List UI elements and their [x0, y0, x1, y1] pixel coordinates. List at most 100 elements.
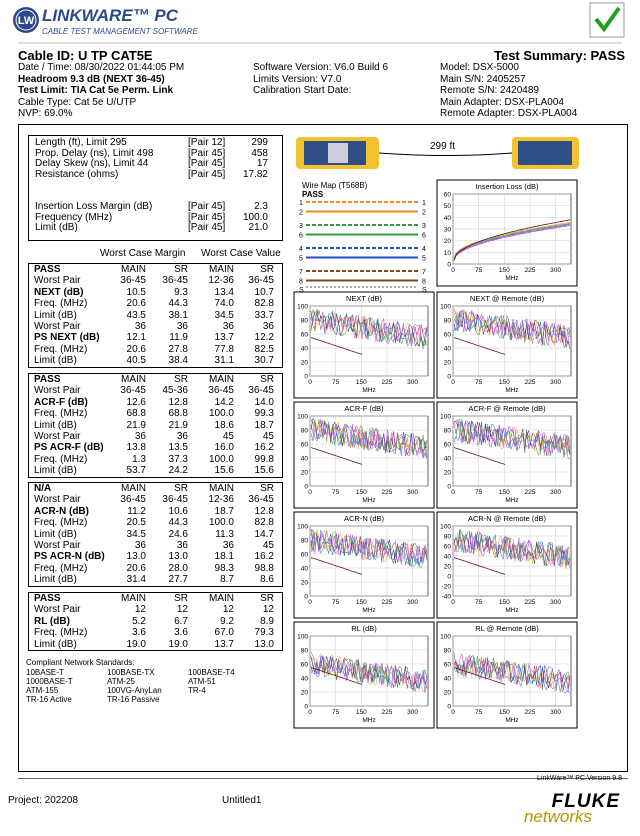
table-label: Freq. (MHz) [34, 517, 88, 529]
standard: 1000BASE-T [26, 677, 73, 686]
info-line: Cable Type: Cat 5e U/UTP [18, 96, 137, 108]
x-tick-label: 75 [475, 267, 483, 274]
summary-box [28, 135, 283, 241]
table-label: Worst Pair [34, 604, 81, 616]
table-label: Limit (dB) [34, 638, 77, 650]
table-label: PS ACR-N (dB) [34, 551, 105, 563]
y-tick-label: 40 [444, 346, 452, 353]
summary-value: 100.0 [242, 211, 268, 223]
y-tick-label: 40 [444, 554, 452, 561]
table-value: 13.0 [254, 638, 274, 650]
pin-right: 6 [422, 233, 426, 240]
x-tick-label: 150 [499, 709, 510, 716]
y-tick-label: 0 [304, 374, 308, 381]
standard: 100VG-AnyLan [107, 686, 162, 695]
cable-length: 299 ft [430, 141, 456, 152]
table-value: 31.1 [214, 355, 234, 367]
x-tick-label: 150 [356, 709, 367, 716]
y-tick-label: 60 [301, 332, 309, 339]
summary-value: 2.3 [254, 201, 268, 212]
x-tick-label: 225 [525, 709, 536, 716]
info-line: Remote Adapter: DSX-PLA004 [440, 108, 578, 119]
table-value: 36-45 [162, 494, 188, 506]
table-value: 67.0 [214, 627, 234, 639]
table-value: 18.7 [214, 505, 234, 517]
y-tick-label: 40 [444, 215, 452, 222]
summary-pair: [Pair 45] [188, 211, 226, 223]
y-tick-label: 40 [301, 346, 309, 353]
shield-right: S [422, 287, 427, 294]
plot-title: ACR-F @ Remote (dB) [468, 404, 546, 413]
trace [453, 652, 571, 694]
table-value: 8.9 [260, 615, 274, 627]
table-value: 18.1 [214, 551, 234, 563]
y-tick-label: 20 [444, 360, 452, 367]
y-tick-label: 40 [301, 676, 309, 683]
table-value: 45-36 [162, 385, 188, 397]
table-label: Limit (dB) [34, 528, 77, 540]
table-status: N/A [34, 483, 52, 494]
table-label: Freq. (MHz) [34, 343, 88, 355]
y-tick-label: 20 [444, 564, 452, 571]
table-value: 33.7 [254, 309, 274, 321]
table-value: 8.6 [260, 574, 274, 586]
table-value: 18.7 [254, 419, 274, 431]
y-tick-label: 60 [444, 662, 452, 669]
table-value: 16.2 [254, 442, 274, 454]
y-tick-label: 100 [297, 304, 308, 311]
table-value: 100.0 [208, 517, 234, 529]
limit-trace [453, 557, 506, 575]
summary-label: Length (ft), Limit 295 [35, 137, 127, 148]
table-value: 79.3 [254, 627, 274, 639]
table-column: MAIN [121, 264, 146, 275]
plot-frame [436, 291, 578, 399]
table-value: 38.4 [168, 355, 188, 367]
brand: LINKWARE™ PC [42, 6, 178, 25]
trace [453, 420, 571, 459]
info-line: Calibration Start Date: [253, 85, 352, 96]
table-value: 34.5 [126, 528, 146, 540]
table-value: 9.2 [220, 615, 234, 627]
limit-trace [310, 337, 363, 355]
table-label: Limit (dB) [34, 465, 77, 477]
trace [310, 309, 428, 348]
pin-right: 7 [422, 269, 426, 276]
trace [310, 419, 428, 460]
table-value: 36-45 [120, 275, 146, 287]
x-tick-label: 0 [451, 489, 455, 496]
x-tick-label: 75 [332, 599, 340, 606]
y-tick-label: 0 [304, 484, 308, 491]
table-value: 11.9 [169, 332, 188, 344]
table-value: 12 [262, 604, 274, 616]
limit-trace [310, 447, 363, 465]
table-column: MAIN [121, 374, 146, 385]
y-tick-label: 80 [444, 648, 452, 655]
standard: 10BASE-T [26, 668, 64, 677]
info-line: Model: DSX-5000 [440, 62, 519, 73]
x-tick-label: 0 [308, 709, 312, 716]
trace [453, 222, 571, 258]
info-line: Main Adapter: DSX-PLA004 [440, 96, 564, 108]
limit-trace [453, 337, 506, 355]
limit-trace [310, 667, 363, 685]
trace [453, 309, 571, 349]
info-line: Date / Time: 08/30/2022 01:44:05 PM [18, 62, 185, 73]
table-value: 24.2 [168, 465, 188, 477]
file-name: Untitled1 [222, 795, 262, 806]
plot-frame [293, 291, 435, 399]
limit-trace [453, 447, 506, 465]
table-value: 21.9 [126, 419, 146, 431]
x-tick-label: 225 [382, 379, 393, 386]
pin-right: 2 [422, 210, 426, 217]
x-tick-label: 225 [525, 267, 536, 274]
x-axis-label: MHz [362, 717, 375, 724]
x-tick-label: 75 [332, 379, 340, 386]
trace [310, 655, 428, 693]
y-tick-label: 50 [444, 203, 452, 210]
summary-pair: [Pair 12] [188, 137, 226, 148]
x-tick-label: 75 [475, 599, 483, 606]
pass-check [594, 6, 621, 33]
standard: TR-16 Active [26, 695, 72, 704]
table-status: PASS [34, 593, 61, 604]
